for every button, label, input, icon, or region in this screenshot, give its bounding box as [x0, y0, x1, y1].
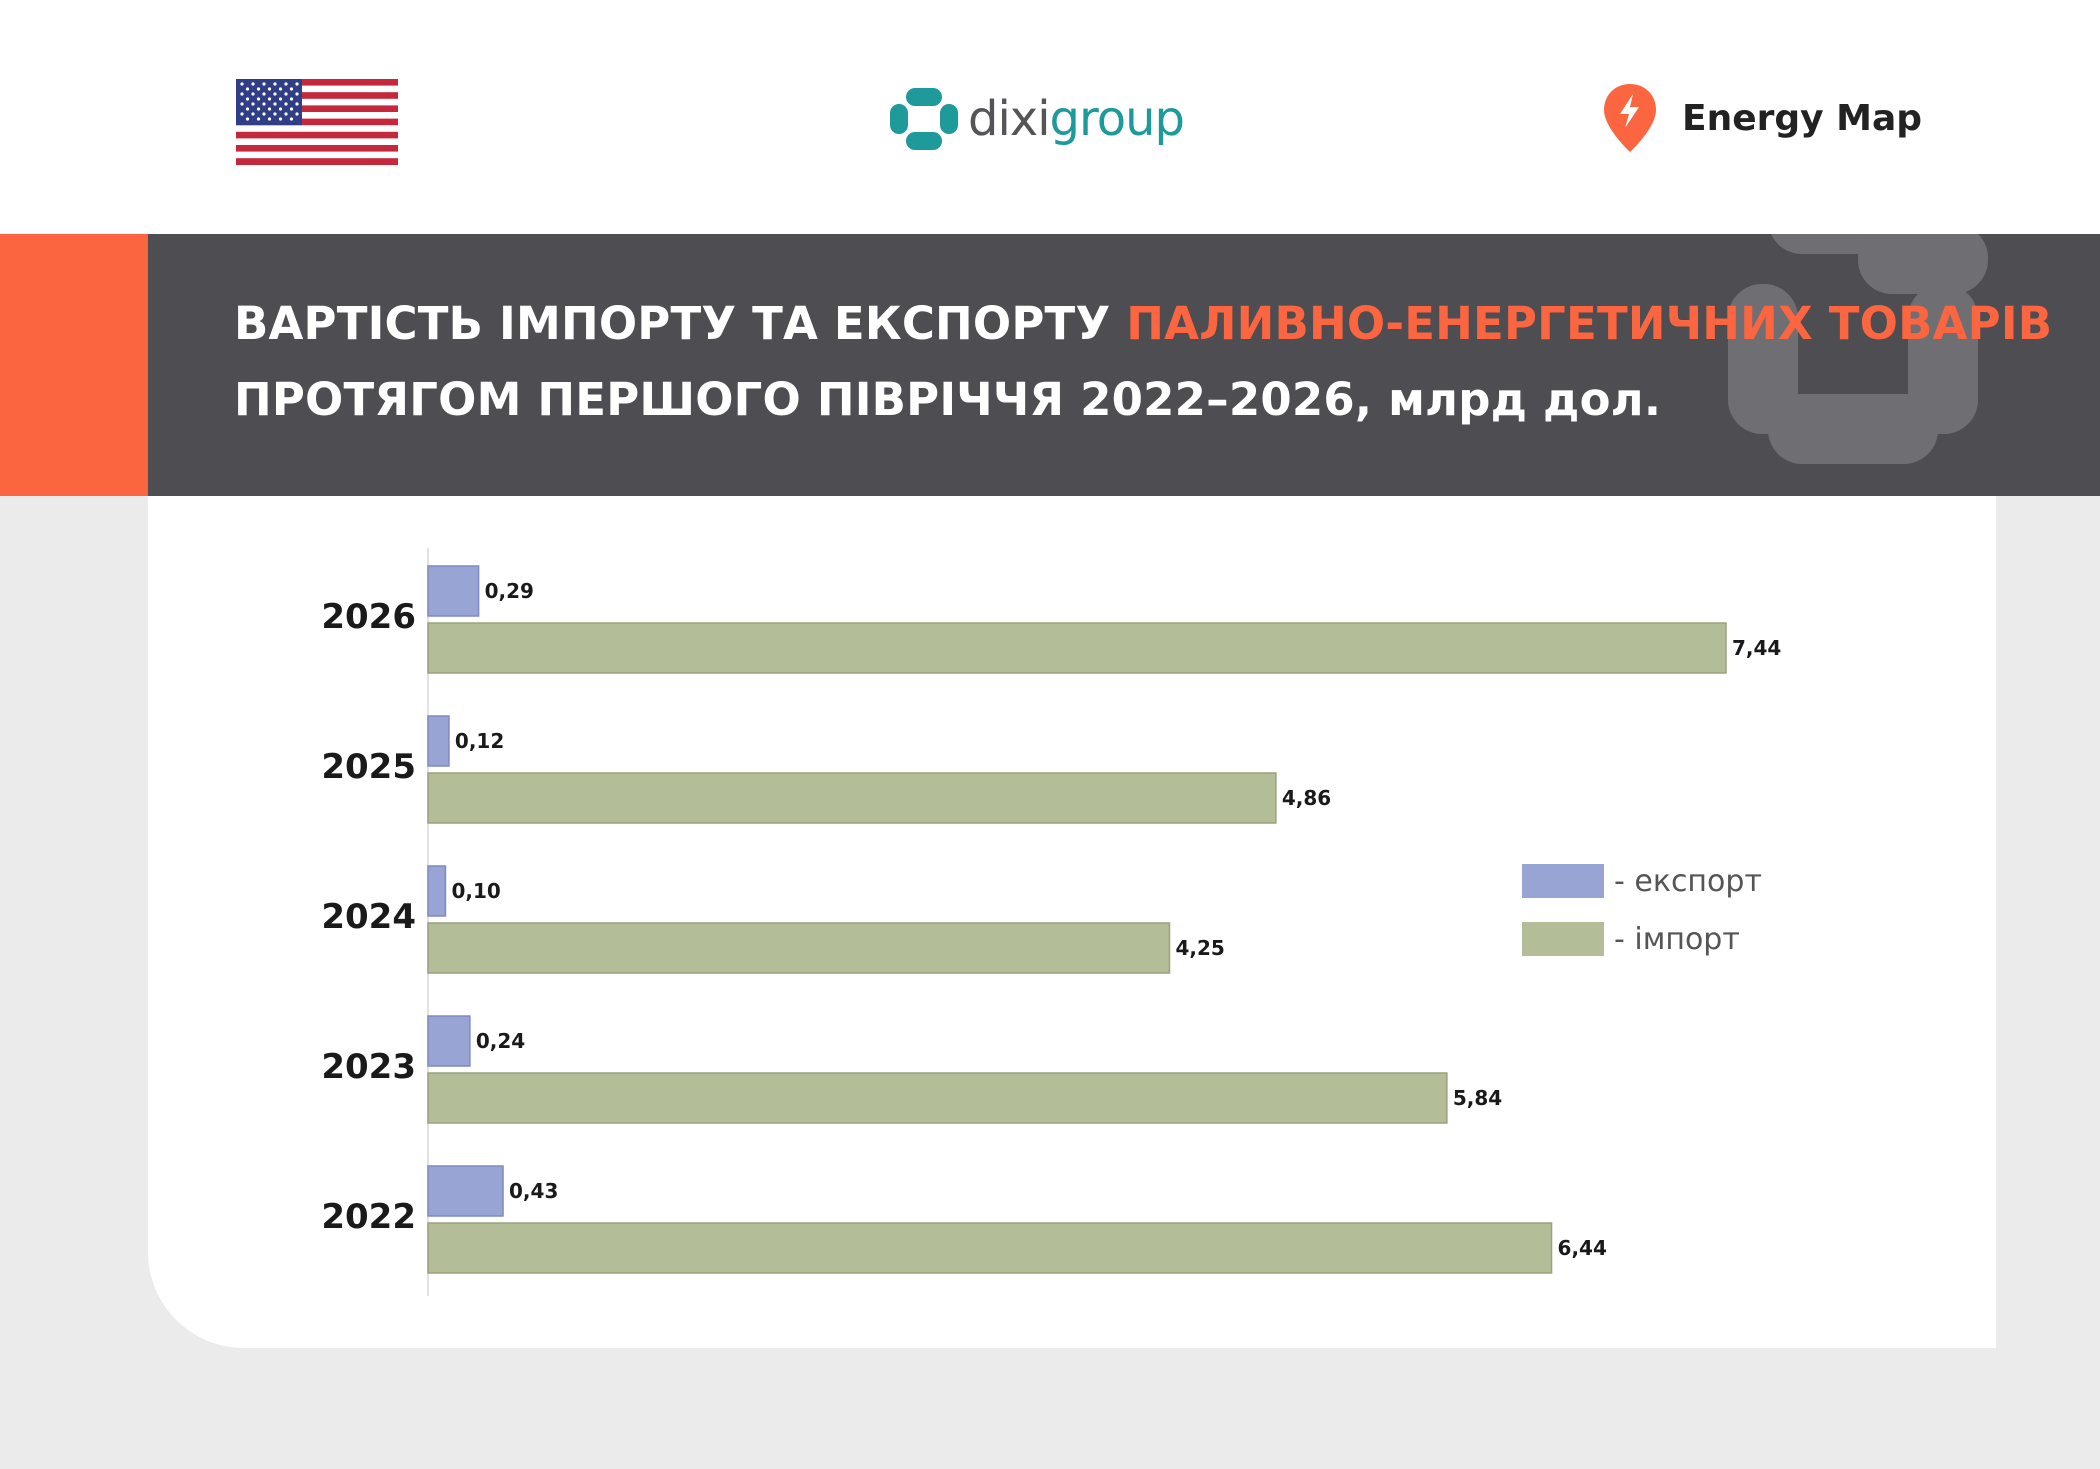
import-value-label: 4,86 — [1282, 786, 1331, 810]
dixigroup-logo-text: dixigroup — [968, 91, 1185, 147]
dixigroup-logo: dixigroup — [888, 86, 1185, 152]
y-tick-label: 2023 — [321, 1047, 416, 1087]
export-bar — [427, 715, 450, 767]
import-bar — [427, 922, 1171, 974]
y-tick-label: 2026 — [321, 597, 416, 637]
page-title: ВАРТІСТЬ ІМПОРТУ ТА ЕКСПОРТУ ПАЛИВНО-ЕНЕ… — [234, 286, 2064, 438]
title-band: ВАРТІСТЬ ІМПОРТУ ТА ЕКСПОРТУ ПАЛИВНО-ЕНЕ… — [148, 234, 2100, 496]
title-part2: ПРОТЯГОМ ПЕРШОГО ПІВРІЧЧЯ 2022–2026, млр… — [234, 373, 1662, 426]
header-band: dixigroup Energy Map — [0, 0, 2100, 234]
import-bar — [427, 1072, 1448, 1124]
energy-map-logo: Energy Map — [1602, 82, 1922, 154]
y-tick-label: 2025 — [321, 747, 416, 787]
import-value-label: 4,25 — [1175, 936, 1224, 960]
y-tick-label: 2024 — [321, 897, 416, 937]
dixigroup-mark-icon — [890, 88, 958, 150]
legend-swatch-export — [1522, 864, 1604, 898]
export-bar — [427, 1015, 471, 1067]
y-tick-label: 2022 — [321, 1197, 416, 1237]
import-bar — [427, 1222, 1553, 1274]
export-value-label: 0,43 — [509, 1179, 558, 1203]
us-flag-icon — [236, 79, 398, 165]
import-value-label: 5,84 — [1453, 1086, 1502, 1110]
chart-panel: 2026 0,29 7,44 2025 0,12 4,86 2024 0,10 4,25 2023… — [148, 496, 1996, 1348]
export-bar — [427, 565, 480, 617]
export-value-label: 0,10 — [451, 879, 500, 903]
export-value-label: 0,29 — [485, 579, 534, 603]
export-bar — [427, 865, 447, 917]
export-bar — [427, 1165, 504, 1217]
export-value-label: 0,12 — [455, 729, 504, 753]
accent-block — [0, 234, 148, 496]
bar-chart: 2026 0,29 7,44 2025 0,12 4,86 2024 0,10 4,25 2023… — [321, 548, 1781, 1296]
dixigroup-watermark-icon — [1728, 234, 1988, 464]
energy-map-logo-text: Energy Map — [1682, 97, 1923, 139]
legend-label-import: - імпорт — [1614, 922, 1740, 957]
import-value-label: 6,44 — [1558, 1236, 1607, 1260]
import-value-label: 7,44 — [1732, 636, 1781, 660]
legend-label-export: - експорт — [1614, 864, 1762, 899]
map-pin-bolt-icon — [1604, 84, 1656, 152]
import-bar — [427, 772, 1277, 824]
import-bar — [427, 622, 1727, 674]
export-value-label: 0,24 — [476, 1029, 525, 1053]
title-part1: ВАРТІСТЬ ІМПОРТУ ТА ЕКСПОРТУ — [234, 297, 1127, 350]
title-highlight: ПАЛИВНО-ЕНЕРГЕТИЧНИХ ТОВАРІВ — [1126, 297, 2053, 350]
legend-swatch-import — [1522, 922, 1604, 956]
